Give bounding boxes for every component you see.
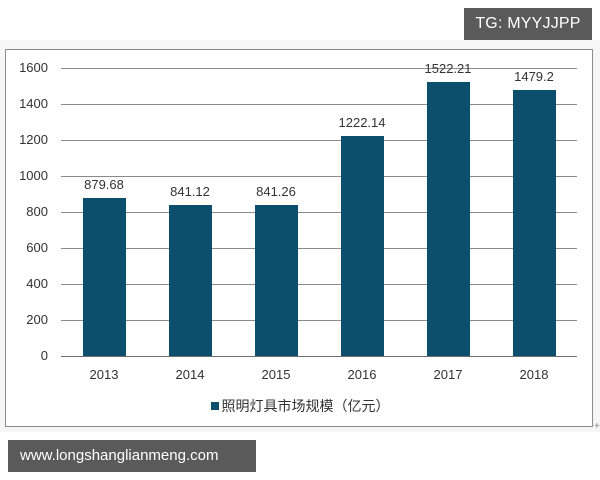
bar-value-label: 1222.14 [338, 115, 386, 130]
bar-2014 [169, 205, 212, 356]
gridline [61, 68, 577, 69]
bar-2016 [341, 136, 384, 356]
x-axis-line [61, 356, 577, 357]
y-tick-label: 200 [26, 312, 48, 327]
bar-value-label: 841.12 [170, 184, 210, 199]
gridline [61, 176, 577, 177]
y-tick-label: 0 [40, 348, 48, 363]
legend-label: 照明灯具市场规模（亿元） [221, 398, 390, 414]
url-watermark-badge: www.longshanglianmeng.com [8, 440, 256, 472]
y-tick-label: 600 [26, 240, 48, 255]
gridline [61, 320, 577, 321]
y-tick-label: 1400 [19, 96, 48, 111]
x-tick-label: 2017 [433, 367, 463, 382]
bar-value-label: 879.68 [84, 177, 124, 192]
y-tick-label: 800 [26, 204, 48, 219]
x-tick-label: 2015 [261, 367, 291, 382]
gridline [61, 104, 577, 105]
gridline [61, 140, 577, 141]
gridline [61, 212, 577, 213]
y-tick-label: 400 [26, 276, 48, 291]
tg-watermark-badge: TG: MYYJJPP [464, 8, 592, 40]
chart-legend: 照明灯具市场规模（亿元） [0, 396, 600, 416]
bar-value-label: 1522.21 [424, 61, 472, 76]
y-tick-label: 1000 [19, 168, 48, 183]
bar-2018 [513, 90, 556, 356]
gridline [61, 284, 577, 285]
x-tick-label: 2013 [89, 367, 119, 382]
resize-handle-icon: + [594, 421, 600, 432]
bar-2017 [427, 82, 470, 356]
bar-2013 [83, 198, 126, 356]
x-tick-label: 2018 [519, 367, 549, 382]
legend-swatch-icon [210, 402, 219, 410]
x-tick-label: 2016 [347, 367, 377, 382]
y-tick-label: 1200 [19, 132, 48, 147]
y-tick-label: 1600 [19, 60, 48, 75]
gridline [61, 248, 577, 249]
bar-value-label: 841.26 [256, 184, 296, 199]
bar-2015 [255, 205, 298, 356]
bar-value-label: 1479.2 [514, 69, 554, 84]
x-tick-label: 2014 [175, 367, 205, 382]
